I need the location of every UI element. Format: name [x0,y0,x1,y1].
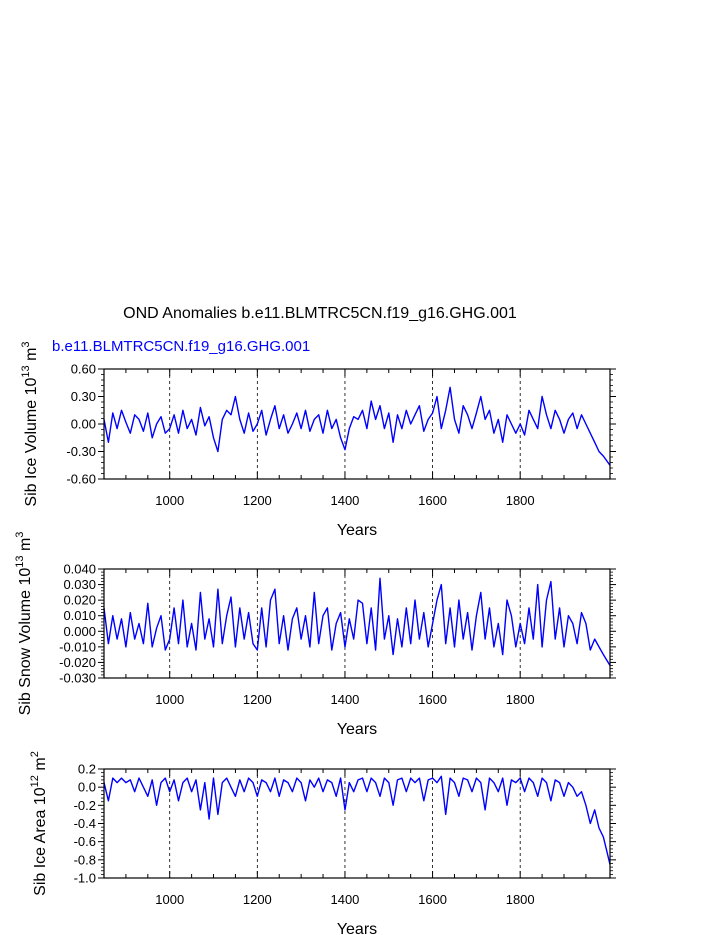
y-tick-label: 0.040 [63,562,96,577]
y-tick-label: -1.0 [74,871,96,886]
y-axis-label: Sib Ice Area 1012 m2 [29,751,49,896]
series-line [103,577,611,666]
y-tick-label: 0.60 [71,362,96,377]
x-tick-label: 1200 [243,692,272,707]
y-tick-label: 0.020 [63,593,96,608]
y-tick-label: -0.8 [74,852,96,867]
y-tick-label: 0.030 [63,577,96,592]
x-tick-label: 1400 [330,493,359,508]
y-tick-label: -0.030 [59,671,96,686]
x-tick-label: 1000 [155,493,184,508]
x-tick-label: 1600 [418,892,447,907]
y-tick-label: 0.30 [71,389,96,404]
x-axis-label: Years [337,522,377,539]
run-label: b.e11.BLMTRC5CN.f19_g16.GHG.001 [52,338,311,355]
x-tick-label: 1800 [506,692,535,707]
y-tick-label: -0.30 [66,444,96,459]
y-tick-label: -0.2 [74,798,96,813]
y-tick-label: 0.000 [63,624,96,639]
y-tick-label: 0.00 [71,417,96,432]
plot-frame [103,768,611,879]
x-tick-label: 1000 [155,692,184,707]
y-tick-label: 0.0 [78,780,96,795]
x-tick-label: 1000 [155,892,184,907]
x-tick-label: 1400 [330,692,359,707]
y-tick-label: -0.6 [74,834,96,849]
x-tick-label: 1200 [243,892,272,907]
figure-title: OND Anomalies b.e11.BLMTRC5CN.f19_g16.GH… [123,305,517,322]
x-axis-label: Years [337,721,377,738]
x-tick-label: 1600 [418,692,447,707]
plot-frame [103,368,611,480]
y-axis-label: Sib Snow Volume 1013 m3 [14,532,34,716]
x-tick-label: 1600 [418,493,447,508]
y-tick-label: -0.60 [66,472,96,487]
plot-frame [103,568,611,679]
x-tick-label: 1200 [243,493,272,508]
y-tick-label: -0.010 [59,639,96,654]
y-tick-label: -0.020 [59,655,96,670]
y-tick-label: 0.010 [63,608,96,623]
x-tick-label: 1800 [506,892,535,907]
x-axis-label: Years [337,921,377,935]
x-tick-label: 1800 [506,493,535,508]
y-axis-label: Sib Ice Volume 1013 m3 [20,341,40,506]
y-tick-label: 0.2 [78,762,96,777]
series-line [103,775,611,865]
x-tick-label: 1400 [330,892,359,907]
series-line [103,386,611,466]
y-tick-label: -0.4 [74,816,96,831]
